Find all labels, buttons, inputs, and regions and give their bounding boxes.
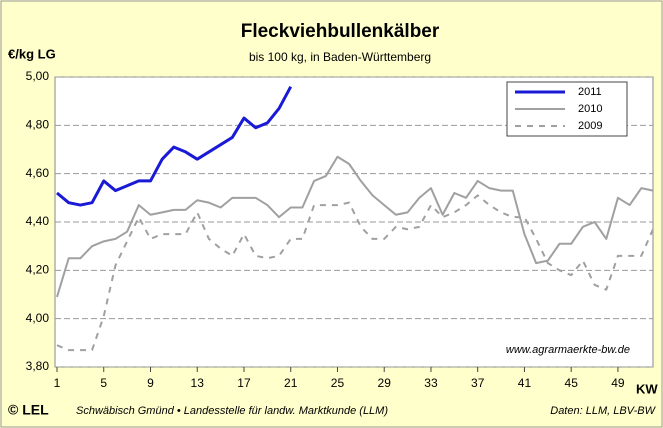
y-tick-label: 4,60 [26,166,50,180]
chart-subtitle: bis 100 kg, in Baden-Württemberg [249,50,431,64]
x-tick-label: 45 [565,376,579,390]
y-axis-label: €/kg LG [8,46,56,61]
x-tick-label: 21 [284,376,298,390]
x-tick-label: 9 [147,376,154,390]
x-tick-label: 49 [611,376,625,390]
chart-title: Fleckviehbullenkälber [241,21,440,42]
y-tick-label: 4,80 [26,118,50,132]
x-tick-label: 17 [237,376,251,390]
x-tick-label: 5 [100,376,107,390]
y-tick-label: 4,40 [26,214,50,228]
x-axis-label: KW [636,381,658,396]
annotation: www.agrarmaerkte-bw.de [506,344,630,356]
legend-label: 2011 [578,86,602,98]
footer-right: Daten: LLM, LBV-BW [550,405,656,417]
series-line [56,155,654,298]
series-line [56,85,293,207]
x-tick-label: 13 [191,376,205,390]
series-line [56,194,654,352]
y-tick-label: 4,20 [26,263,50,277]
x-tick-label: 41 [518,376,532,390]
x-tick-label: 25 [331,376,345,390]
x-tick-label: 33 [424,376,438,390]
y-tick-label: 3,80 [26,359,50,373]
y-tick-label: 5,00 [26,69,50,83]
y-tick-label: 4,00 [26,311,50,325]
x-tick-label: 1 [54,376,61,390]
legend-label: 2010 [578,103,602,115]
x-tick-label: 37 [471,376,485,390]
logo: © LEL [8,402,49,418]
legend-label: 2009 [578,120,602,132]
footer-left: Schwäbisch Gmünd • Landesstelle für land… [76,405,388,417]
x-tick-label: 29 [378,376,392,390]
